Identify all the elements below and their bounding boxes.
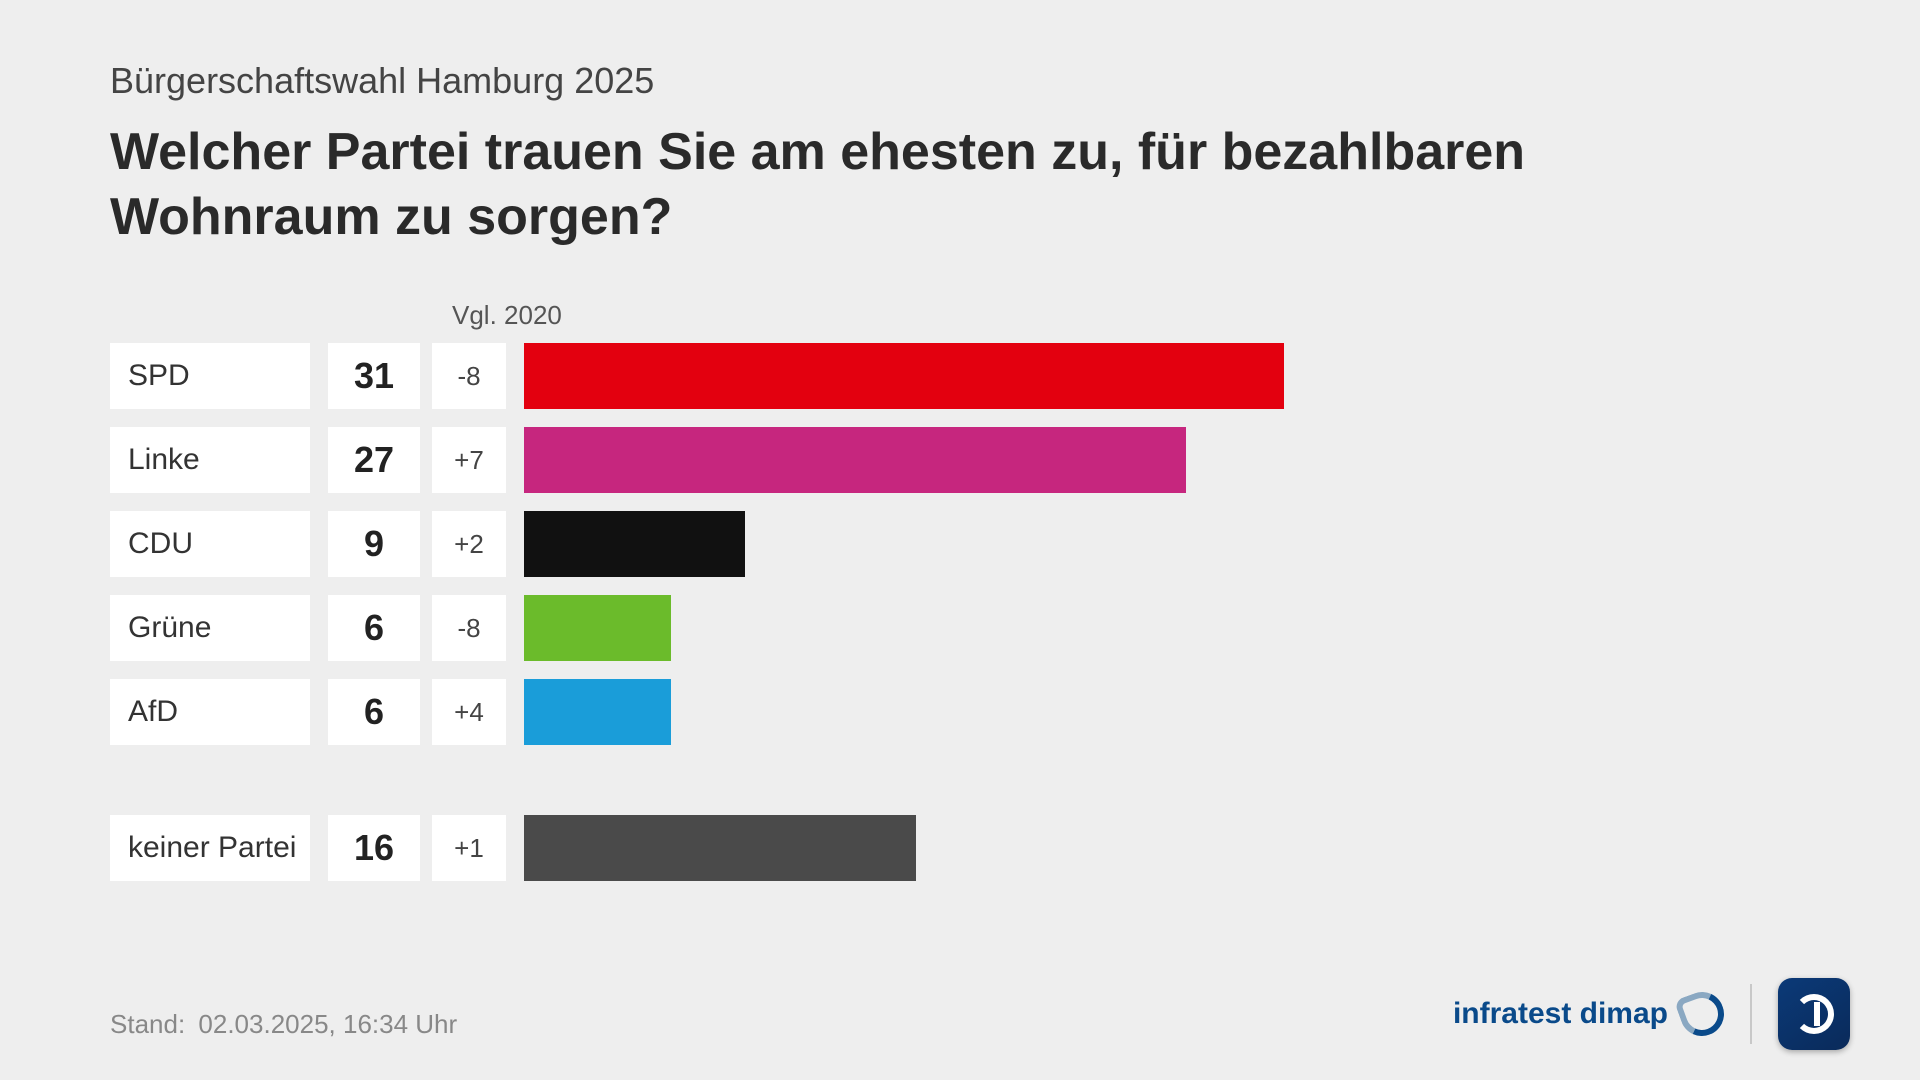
infratest-logo: infratest dimap (1453, 992, 1724, 1036)
footer-timestamp: Stand: 02.03.2025, 16:34 Uhr (110, 1009, 457, 1040)
party-label: Grüne (110, 595, 310, 661)
bar-row: SPD 31-8 (110, 343, 1810, 409)
bar-row: keiner Partei 16+1 (110, 815, 1810, 881)
party-delta: +4 (432, 679, 506, 745)
party-value: 6 (328, 595, 420, 661)
party-delta: +1 (432, 815, 506, 881)
ard-logo (1778, 978, 1850, 1050)
bar-chart: SPD31-8Linke27+7CDU9+2Grüne6-8AfD6+4kein… (110, 343, 1810, 881)
bar-row: Linke 27+7 (110, 427, 1810, 493)
stand-value: 02.03.2025, 16:34 Uhr (198, 1009, 457, 1039)
logo-divider (1750, 984, 1752, 1044)
bar-fill (524, 595, 671, 661)
party-value: 9 (328, 511, 420, 577)
party-value: 16 (328, 815, 420, 881)
party-label: Linke (110, 427, 310, 493)
chart-title: Welcher Partei trauen Sie am ehesten zu,… (110, 120, 1710, 250)
bar-track (524, 679, 1810, 745)
bar-track (524, 595, 1810, 661)
stand-label: Stand: (110, 1009, 185, 1039)
chart-subtitle: Bürgerschaftswahl Hamburg 2025 (110, 60, 1810, 102)
party-label: CDU (110, 511, 310, 577)
infratest-icon (1674, 986, 1730, 1042)
party-value: 6 (328, 679, 420, 745)
bar-fill (524, 815, 916, 881)
bar-track (524, 511, 1810, 577)
party-label: SPD (110, 343, 310, 409)
ard-icon (1794, 994, 1834, 1034)
bar-track (524, 427, 1810, 493)
infratest-text: infratest dimap (1453, 997, 1668, 1031)
bar-row: Grüne 6-8 (110, 595, 1810, 661)
bar-fill (524, 511, 745, 577)
party-delta: -8 (432, 343, 506, 409)
comparison-label: Vgl. 2020 (452, 300, 1810, 331)
party-delta: +7 (432, 427, 506, 493)
party-label: keiner Partei (110, 815, 310, 881)
bar-track (524, 815, 1810, 881)
bar-track (524, 343, 1810, 409)
party-delta: +2 (432, 511, 506, 577)
party-delta: -8 (432, 595, 506, 661)
bar-row: AfD 6+4 (110, 679, 1810, 745)
logo-area: infratest dimap (1453, 978, 1850, 1050)
party-label: AfD (110, 679, 310, 745)
bar-fill (524, 427, 1186, 493)
party-value: 27 (328, 427, 420, 493)
bar-fill (524, 679, 671, 745)
bar-fill (524, 343, 1284, 409)
bar-row: CDU 9+2 (110, 511, 1810, 577)
party-value: 31 (328, 343, 420, 409)
